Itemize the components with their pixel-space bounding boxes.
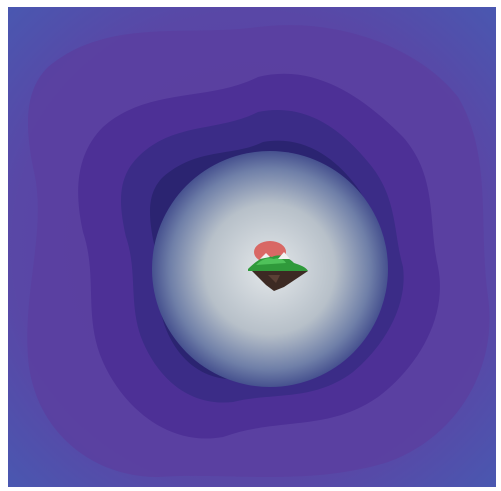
- game-viewport: [8, 7, 496, 487]
- tunnel-scene: [8, 7, 496, 487]
- floating-island-icon: [248, 252, 308, 291]
